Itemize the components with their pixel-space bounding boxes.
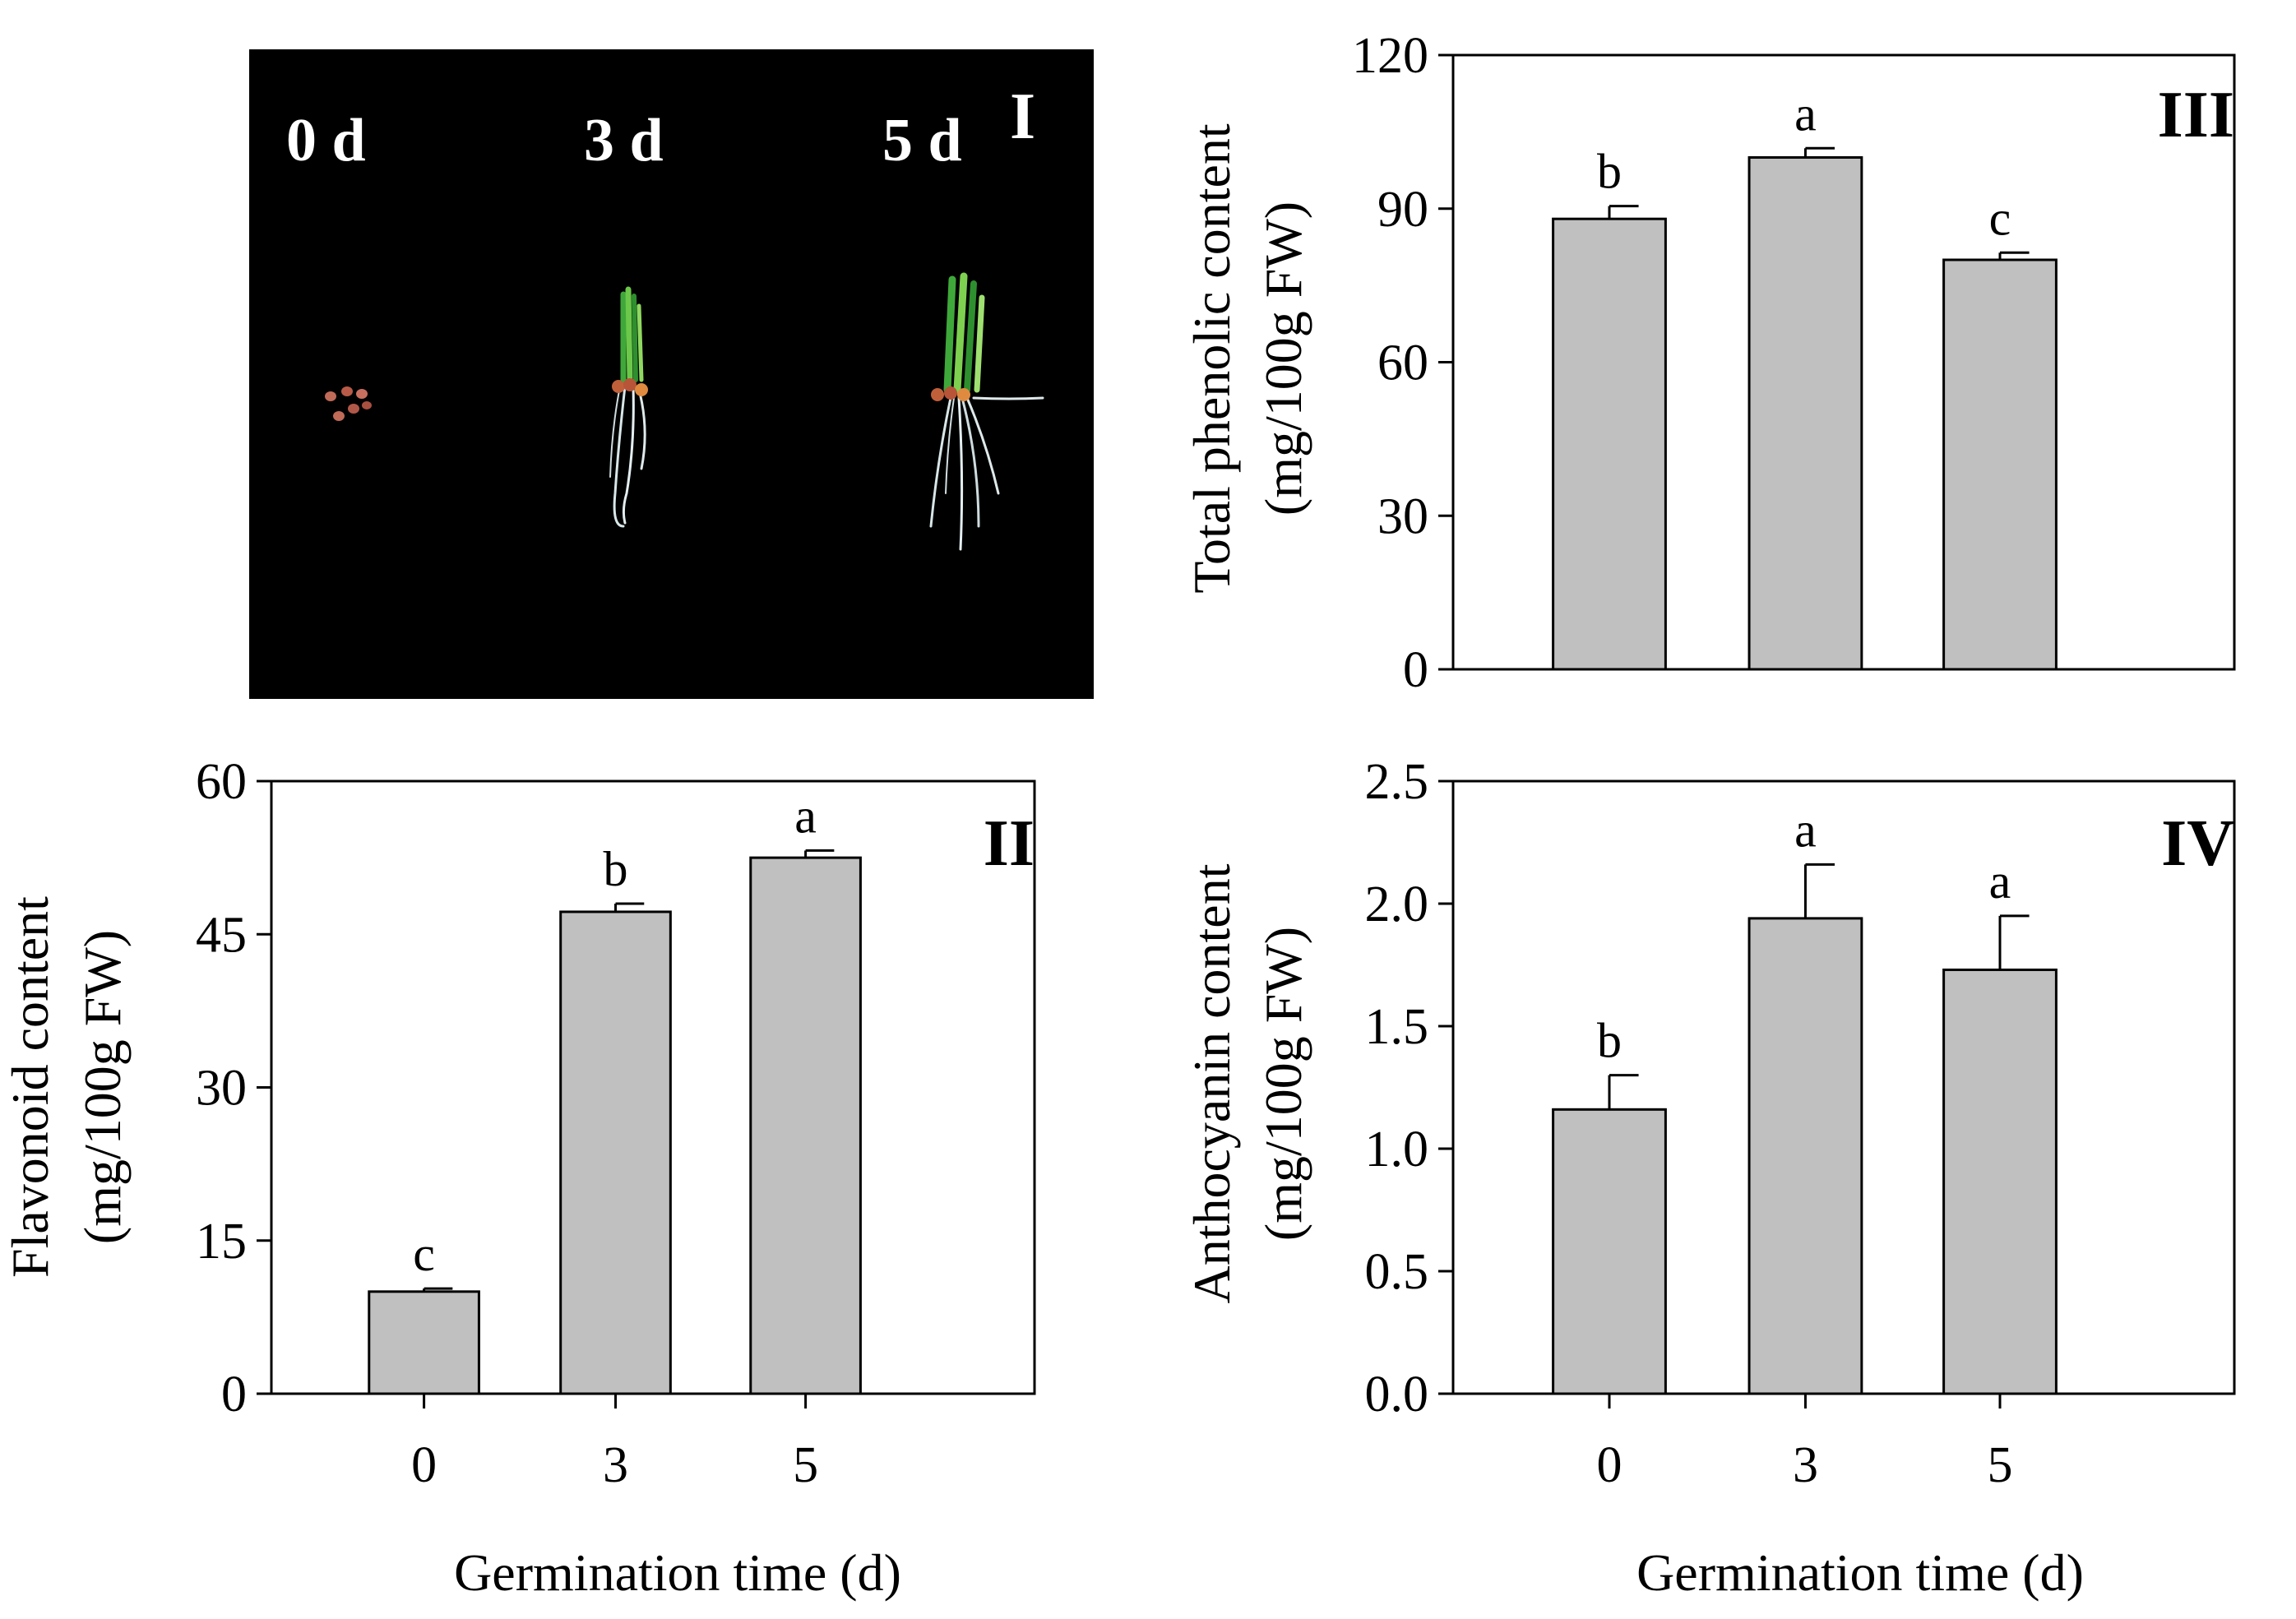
significance-letter-III-3: a bbox=[1794, 86, 1817, 141]
seedlings-3d bbox=[609, 286, 648, 528]
stage-label-5d: 5 d bbox=[882, 107, 962, 174]
y-tick-label-III-0: 0 bbox=[1403, 642, 1428, 698]
plot-area-III: 0 30 60 90 120 b a c bbox=[1352, 28, 2236, 698]
significance-letter-IV-3: a bbox=[1794, 803, 1817, 857]
y-axis-title-line1-III: Total phenolic content bbox=[1183, 123, 1241, 594]
significance-letter-II-5: a bbox=[794, 789, 817, 843]
y-axis-title-line1-II: Flavonoid content bbox=[1, 896, 59, 1278]
y-tick-label-III-3: 90 bbox=[1377, 182, 1428, 238]
seeds-0d bbox=[325, 386, 372, 421]
panel-label-III: III bbox=[2158, 79, 2234, 151]
y-tick-label-III-2: 60 bbox=[1377, 335, 1428, 391]
y-tick-label-II-1: 15 bbox=[196, 1214, 247, 1270]
y-tick-label-IV-2: 1.0 bbox=[1365, 1122, 1429, 1177]
y-tick-label-IV-0: 0.0 bbox=[1365, 1367, 1429, 1422]
y-tick-label-III-4: 120 bbox=[1352, 28, 1428, 84]
photo-background bbox=[249, 49, 1094, 699]
bar-IV-5 bbox=[1942, 968, 2058, 1395]
bar-II-0 bbox=[368, 1290, 480, 1395]
plot-area-IV: 0.0 0.5 1.0 1.5 2.0 2.5 b 0 a 3 a 5 bbox=[1365, 754, 2236, 1493]
significance-letter-II-3: b bbox=[604, 842, 628, 896]
chart-total-phenolic: Total phenolic content (mg/100g FW) 0 30 6… bbox=[1183, 28, 2236, 698]
x-tick-label-IV-1: 3 bbox=[1793, 1437, 1818, 1493]
plot-area-II: 0 15 30 45 60 c 0 b 3 a 5 bbox=[196, 754, 1036, 1493]
y-tick-label-III-1: 30 bbox=[1377, 488, 1428, 544]
x-tick-label-II-0: 0 bbox=[411, 1437, 437, 1493]
significance-letter-III-5: c bbox=[1989, 191, 2011, 245]
x-tick-label-II-2: 5 bbox=[793, 1437, 818, 1493]
y-tick-label-II-3: 45 bbox=[196, 907, 247, 963]
y-axis-title-line2-III: (mg/100g FW) bbox=[1254, 201, 1312, 516]
bar-III-0 bbox=[1552, 217, 1667, 671]
x-axis-title-IV: Germination time (d) bbox=[1636, 1543, 2084, 1602]
y-tick-label-IV-1: 0.5 bbox=[1365, 1244, 1429, 1300]
bar-IV-3 bbox=[1747, 917, 1863, 1395]
chart-anthocyanin: Anthocyanin content (mg/100g FW) 0.0 0.5 1… bbox=[1183, 754, 2236, 1602]
y-axis-title-line2-IV: (mg/100g FW) bbox=[1254, 927, 1312, 1241]
y-axis-title-line1-IV: Anthocyanin content bbox=[1183, 863, 1241, 1303]
stage-label-3d: 3 d bbox=[584, 107, 664, 174]
bar-III-5 bbox=[1942, 258, 2058, 671]
panel-label-I: I bbox=[1010, 81, 1035, 153]
y-tick-label-II-4: 60 bbox=[196, 754, 247, 810]
y-axis-title-line2-II: (mg/100g FW) bbox=[73, 930, 132, 1244]
significance-letter-III-0: b bbox=[1597, 145, 1622, 199]
y-tick-label-IV-4: 2.0 bbox=[1365, 877, 1429, 932]
seedling-photo-panel: 0 d 3 d 5 d I bbox=[249, 49, 1094, 699]
significance-letter-IV-0: b bbox=[1597, 1014, 1622, 1068]
stage-label-0d: 0 d bbox=[286, 107, 366, 174]
chart-flavonoid: Flavonoid content (mg/100g FW) 015304560… bbox=[1, 754, 1036, 1602]
x-tick-label-IV-0: 0 bbox=[1597, 1437, 1622, 1493]
y-tick-label-IV-5: 2.5 bbox=[1365, 754, 1429, 810]
panel-label-IV: IV bbox=[2161, 807, 2234, 880]
bar-II-5 bbox=[749, 856, 862, 1395]
bar-III-3 bbox=[1747, 156, 1863, 671]
x-tick-label-II-1: 3 bbox=[603, 1437, 628, 1493]
x-tick-label-IV-2: 5 bbox=[1988, 1437, 2013, 1493]
y-tick-label-II-2: 30 bbox=[196, 1061, 247, 1117]
panel-label-II: II bbox=[984, 807, 1035, 880]
x-axis-title-II: Germination time (d) bbox=[454, 1543, 901, 1602]
significance-letter-IV-5: a bbox=[1989, 854, 2011, 909]
bar-IV-0 bbox=[1552, 1108, 1667, 1395]
bar-II-3 bbox=[559, 910, 672, 1395]
significance-letter-II-0: c bbox=[413, 1227, 435, 1281]
y-tick-label-IV-3: 1.5 bbox=[1365, 999, 1429, 1055]
y-tick-label-II-0: 0 bbox=[221, 1367, 247, 1422]
seedlings-5d bbox=[929, 272, 1044, 551]
